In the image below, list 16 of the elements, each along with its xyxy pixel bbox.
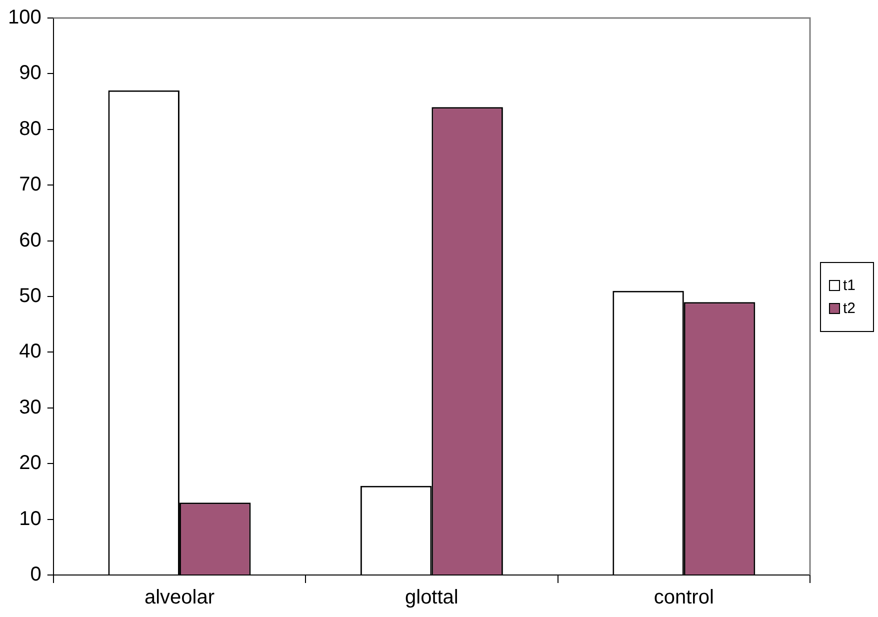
y-tick-label: 10 bbox=[19, 508, 42, 530]
y-tick-label: 40 bbox=[19, 340, 42, 363]
y-tick-label: 50 bbox=[19, 285, 42, 308]
y-tick-label: 20 bbox=[19, 452, 42, 474]
x-tick-label: control bbox=[654, 586, 714, 609]
y-tick-label: 70 bbox=[19, 174, 42, 196]
y-tick-label: 0 bbox=[30, 564, 42, 586]
y-tick-label: 60 bbox=[19, 229, 42, 252]
y-tick-label: 80 bbox=[19, 118, 42, 140]
y-tick-label: 100 bbox=[8, 6, 42, 29]
legend-label: t2 bbox=[843, 300, 856, 317]
x-tick-label: alveolar bbox=[144, 586, 215, 609]
y-tick-label: 90 bbox=[19, 62, 42, 84]
y-tick-label: 30 bbox=[19, 396, 42, 418]
x-tick-label: glottal bbox=[404, 586, 458, 609]
text: t1 bbox=[843, 277, 856, 294]
